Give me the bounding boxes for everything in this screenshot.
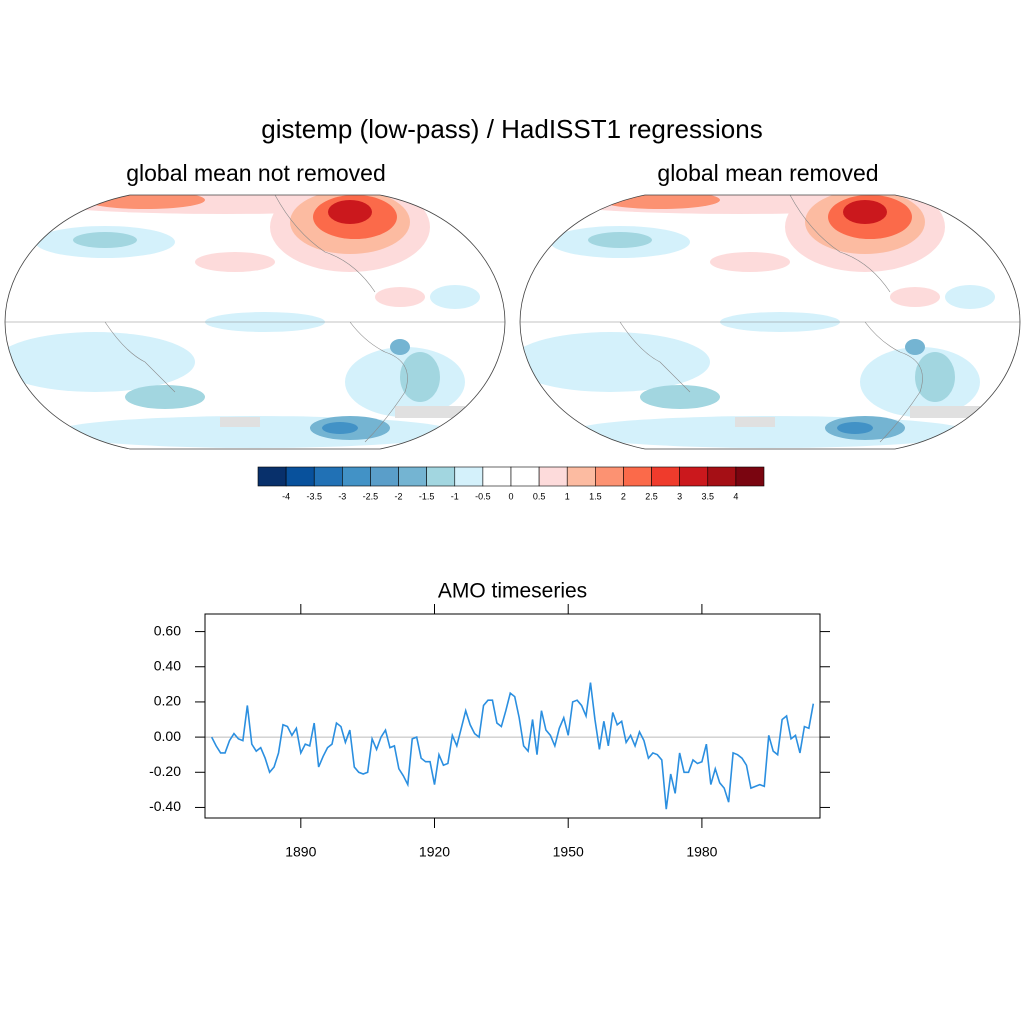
colorbar-label: -0.5 xyxy=(475,491,491,501)
map xyxy=(4,194,506,450)
y-tick-label: 0.20 xyxy=(154,693,181,709)
y-tick-label: -0.20 xyxy=(149,763,181,779)
colorbar-box xyxy=(623,466,652,487)
data-line xyxy=(210,682,815,810)
colorbar-box xyxy=(313,466,343,487)
colorbar-label: 0 xyxy=(508,491,513,501)
colorbar-label: 2.5 xyxy=(645,491,658,501)
colorbar-label: 4 xyxy=(733,491,738,501)
map-title: global mean removed xyxy=(657,160,878,186)
x-tick-label: 1950 xyxy=(553,844,584,860)
chart-title: AMO timeseries xyxy=(438,580,587,603)
colorbar-box xyxy=(482,466,512,487)
colorbar-box xyxy=(538,466,568,487)
colorbar-label: -1 xyxy=(451,491,459,501)
colorbar-box xyxy=(426,466,456,487)
colorbar-box xyxy=(707,466,737,487)
colorbar-box xyxy=(679,466,709,487)
colorbar-box xyxy=(342,466,371,487)
colorbar-label: -2 xyxy=(395,491,403,501)
x-tick-label: 1890 xyxy=(285,844,316,860)
y-tick-label: -0.40 xyxy=(149,798,181,814)
colorbar-box xyxy=(651,466,680,487)
colorbar-label: 2 xyxy=(621,491,626,501)
colorbar-label: -3.5 xyxy=(306,491,322,501)
colorbar-label: -3 xyxy=(338,491,346,501)
map-title: global mean not removed xyxy=(126,160,386,186)
y-tick-label: 0.40 xyxy=(154,657,181,673)
x-tick-label: 1980 xyxy=(686,844,717,860)
map xyxy=(519,194,1021,450)
y-tick-label: 0.00 xyxy=(154,728,181,744)
colorbar-label: -4 xyxy=(282,491,290,501)
x-tick-label: 1920 xyxy=(419,844,450,860)
colorbar-label: 1.5 xyxy=(589,491,602,501)
plot-frame xyxy=(204,613,821,819)
colorbar-box xyxy=(595,466,624,487)
colorbar-box xyxy=(566,466,596,487)
y-tick-label: 0.60 xyxy=(154,622,181,638)
colorbar-label: -2.5 xyxy=(363,491,379,501)
colorbar-box xyxy=(735,466,765,487)
figure-title: gistemp (low-pass) / HadISST1 regression… xyxy=(261,114,762,144)
colorbar-label: 0.5 xyxy=(533,491,546,501)
colorbar-label: 1 xyxy=(565,491,570,501)
colorbar-box xyxy=(454,466,484,487)
colorbar: -4 -3.5 -3 -2.5 -2 -1.5 -1 -0.5 0 0.5 1 1.5 2 2.5 3 3.5… xyxy=(257,466,765,501)
colorbar-label: 3 xyxy=(677,491,682,501)
colorbar-box xyxy=(257,466,287,487)
colorbar-box xyxy=(510,466,540,487)
colorbar-label: 3.5 xyxy=(702,491,715,501)
colorbar-box xyxy=(285,466,315,487)
colorbar-label: -1.5 xyxy=(419,491,435,501)
timeseries: AMO timeseries -0.40 -0.20 0.00 0.20 0.40 0.60… xyxy=(149,580,830,860)
colorbar-box xyxy=(398,466,427,487)
colorbar-box xyxy=(370,466,399,487)
